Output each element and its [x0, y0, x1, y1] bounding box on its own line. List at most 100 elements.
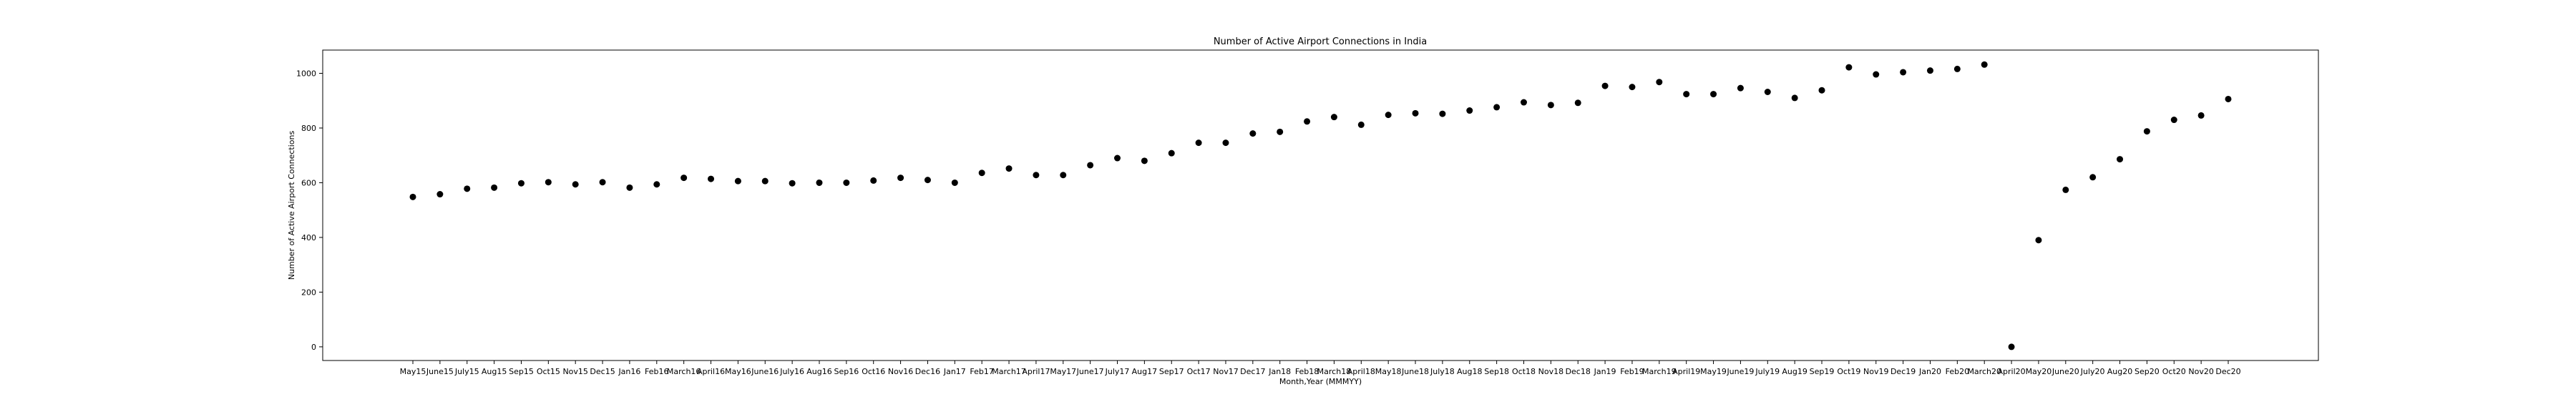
data-point — [843, 179, 850, 186]
x-tick-label: Jan20 — [1918, 367, 1941, 376]
x-tick-label: Feb19 — [1620, 367, 1644, 376]
x-tick-label: May15 — [400, 367, 426, 376]
x-tick-label: Aug18 — [1457, 367, 1482, 376]
data-point — [1574, 99, 1581, 107]
data-point — [1547, 102, 1554, 109]
data-point — [1818, 87, 1825, 94]
data-point — [761, 177, 769, 185]
x-tick-label: Nov15 — [562, 367, 587, 376]
x-tick-label: Oct20 — [2162, 367, 2186, 376]
x-tick-label: Feb18 — [1295, 367, 1319, 376]
data-point — [1087, 162, 1094, 169]
data-point — [1656, 79, 1663, 86]
x-tick-label: Nov18 — [1538, 367, 1563, 376]
x-tick-label: June19 — [1726, 367, 1754, 376]
data-point — [2170, 117, 2177, 124]
data-point — [1629, 84, 1636, 91]
data-point — [626, 184, 633, 191]
x-tick-label: June16 — [751, 367, 779, 376]
x-tick-label: Oct16 — [862, 367, 885, 376]
x-tick-label: Aug15 — [482, 367, 507, 376]
x-tick-label: Nov20 — [2188, 367, 2213, 376]
data-point — [816, 179, 823, 186]
x-tick-label: May17 — [1050, 367, 1076, 376]
x-tick-label: Jan17 — [943, 367, 966, 376]
data-point — [2117, 156, 2124, 163]
x-tick-label: Nov19 — [1863, 367, 1888, 376]
x-tick-label: Feb17 — [970, 367, 993, 376]
data-point — [2008, 343, 2015, 350]
x-tick-label: Nov16 — [888, 367, 913, 376]
data-point — [1330, 114, 1337, 121]
data-point — [1953, 65, 1961, 72]
chart-title: Number of Active Airport Connections in … — [1214, 36, 1427, 47]
x-tick-label: April17 — [1022, 367, 1050, 376]
x-tick-label: April19 — [1672, 367, 1700, 376]
x-tick-label: June20 — [2051, 367, 2079, 376]
x-tick-label: June15 — [426, 367, 454, 376]
data-point — [1277, 128, 1284, 135]
plot-frame — [322, 49, 2319, 361]
data-point — [1412, 109, 1419, 117]
x-tick-label: Aug16 — [806, 367, 831, 376]
x-axis: May15 June15 July15 Aug15 Sep15 Oct15 Nov15 Dec… — [400, 360, 2241, 376]
data-point — [2062, 186, 2069, 193]
x-tick-label: Sep19 — [1810, 367, 1835, 376]
x-tick-label: May16 — [725, 367, 751, 376]
data-point — [978, 170, 985, 177]
x-tick-label: May19 — [1700, 367, 1727, 376]
x-tick-label: Sep17 — [1159, 367, 1184, 376]
x-tick-label: Oct17 — [1187, 367, 1211, 376]
x-tick-label: Aug17 — [1132, 367, 1157, 376]
y-tick-label: 0 — [311, 343, 316, 352]
data-point — [545, 179, 552, 186]
y-tick-label: 1000 — [296, 69, 316, 79]
data-point — [1710, 91, 1717, 98]
x-tick-label: Oct18 — [1512, 367, 1536, 376]
data-point — [2143, 128, 2150, 135]
x-tick-label: Dec20 — [2215, 367, 2240, 376]
data-point — [708, 175, 715, 182]
data-point — [870, 177, 877, 184]
data-point — [897, 175, 904, 182]
data-point — [409, 193, 416, 200]
x-tick-label: March18 — [1317, 367, 1352, 376]
y-tick-label: 400 — [301, 233, 316, 242]
data-point — [1304, 118, 1311, 125]
x-axis-title: Month,Year (MMMYY) — [1279, 377, 1362, 386]
data-point — [1005, 165, 1013, 172]
data-point — [1493, 104, 1501, 111]
x-tick-label: March20 — [1967, 367, 2001, 376]
x-tick-label: May18 — [1375, 367, 1402, 376]
x-tick-label: Oct19 — [1837, 367, 1860, 376]
data-point — [2035, 237, 2042, 244]
data-point — [572, 181, 579, 188]
x-tick-label: April16 — [697, 367, 725, 376]
data-point — [1141, 157, 1148, 165]
data-point — [1791, 94, 1798, 102]
data-point — [599, 179, 606, 186]
x-tick-label: Dec17 — [1240, 367, 1265, 376]
x-tick-label: March17 — [992, 367, 1026, 376]
x-tick-label: July20 — [2080, 367, 2105, 376]
x-tick-label: Sep16 — [834, 367, 859, 376]
x-tick-label: June18 — [1401, 367, 1429, 376]
x-tick-label: Feb20 — [1946, 367, 1969, 376]
data-point — [1060, 172, 1067, 179]
x-tick-label: July16 — [779, 367, 804, 376]
data-point — [653, 181, 660, 188]
data-point — [1764, 89, 1771, 96]
data-point — [734, 177, 741, 185]
data-point — [1981, 61, 1988, 68]
x-tick-label: July15 — [454, 367, 479, 376]
x-tick-label: April20 — [1998, 367, 2026, 376]
y-axis: 0 200 400 600 800 1000 — [296, 69, 323, 352]
data-point — [1683, 91, 1690, 98]
data-point — [1222, 139, 1229, 147]
x-tick-label: June17 — [1076, 367, 1104, 376]
data-point — [1168, 149, 1175, 157]
x-tick-label: March16 — [667, 367, 701, 376]
x-tick-label: Aug20 — [2107, 367, 2132, 376]
y-axis-title: Number of Active Airport Connections — [287, 131, 296, 280]
